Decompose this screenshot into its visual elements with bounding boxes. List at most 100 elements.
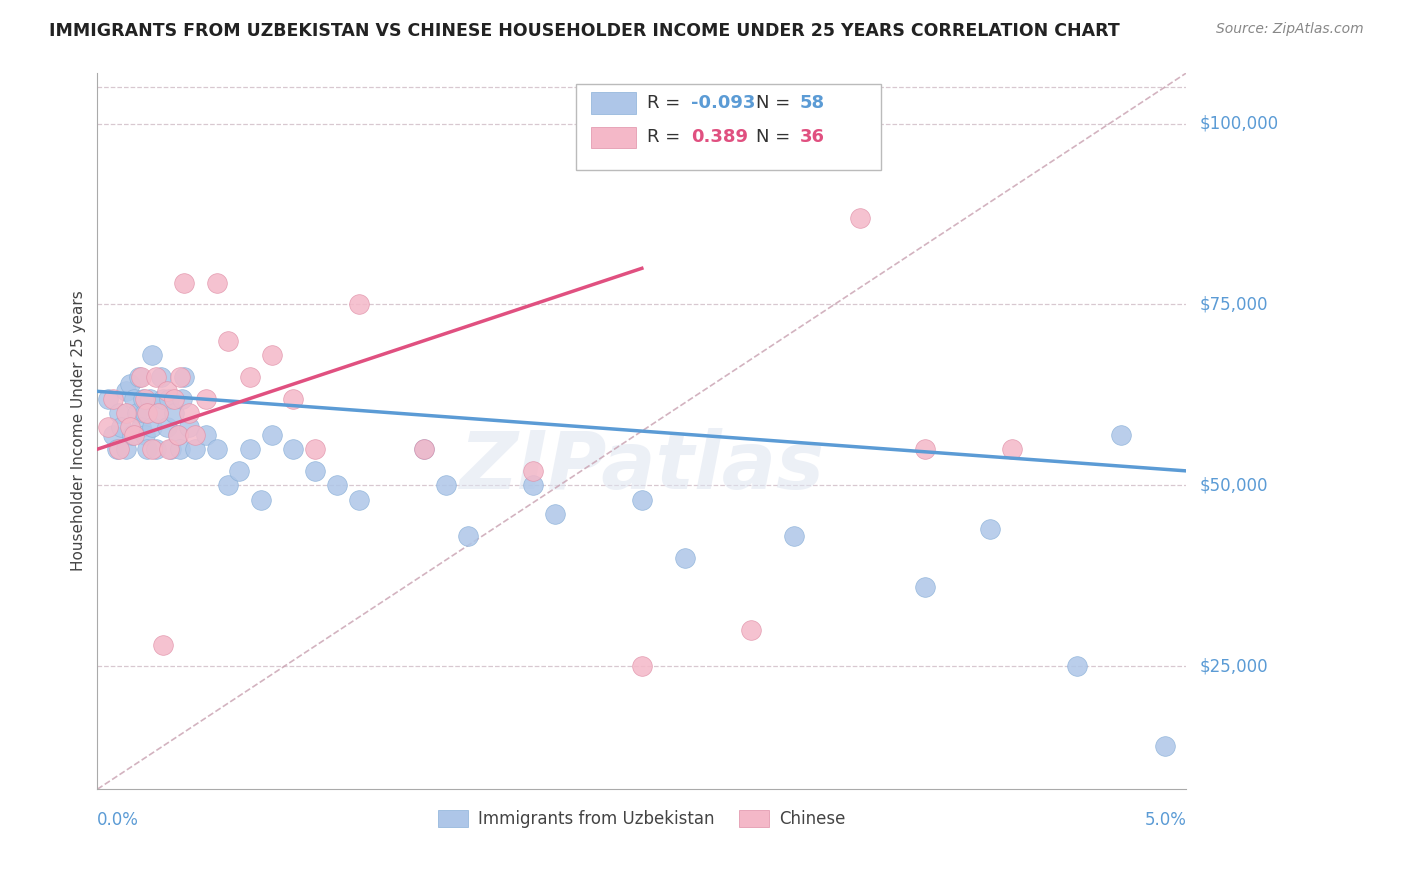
Point: [118, 420, 141, 434]
Point: [1001, 442, 1024, 457]
Point: [167, 427, 190, 442]
Point: [108, 406, 131, 420]
FancyBboxPatch shape: [576, 84, 882, 169]
Point: [1153, 739, 1175, 753]
Point: [114, 442, 136, 457]
Text: R =: R =: [647, 94, 686, 112]
Point: [148, 406, 170, 420]
Point: [347, 492, 370, 507]
Point: [124, 392, 146, 406]
Point: [205, 276, 228, 290]
Point: [304, 442, 326, 457]
Y-axis label: Householder Income Under 25 years: Householder Income Under 25 years: [72, 291, 86, 572]
Point: [177, 420, 200, 434]
Point: [136, 442, 159, 457]
Point: [162, 392, 184, 406]
Text: ZIPatlas: ZIPatlas: [460, 428, 824, 506]
Point: [169, 369, 191, 384]
Point: [283, 392, 305, 406]
Point: [101, 427, 124, 442]
Point: [141, 348, 163, 362]
Point: [249, 492, 271, 507]
Text: $100,000: $100,000: [1199, 115, 1278, 133]
Text: 36: 36: [800, 128, 825, 146]
Text: R =: R =: [647, 128, 692, 146]
Text: IMMIGRANTS FROM UZBEKISTAN VS CHINESE HOUSEHOLDER INCOME UNDER 25 YEARS CORRELAT: IMMIGRANTS FROM UZBEKISTAN VS CHINESE HO…: [49, 22, 1121, 40]
Point: [228, 464, 250, 478]
Point: [283, 442, 305, 457]
Legend: Immigrants from Uzbekistan, Chinese: Immigrants from Uzbekistan, Chinese: [432, 803, 852, 835]
FancyBboxPatch shape: [591, 92, 637, 114]
Point: [152, 392, 174, 406]
Point: [136, 406, 159, 420]
Text: 5.0%: 5.0%: [1144, 811, 1187, 829]
Point: [121, 427, 143, 442]
Point: [630, 492, 652, 507]
Point: [783, 529, 806, 543]
Point: [129, 369, 152, 384]
Point: [172, 392, 194, 406]
Point: [108, 442, 131, 457]
Point: [97, 392, 120, 406]
Point: [434, 478, 457, 492]
Text: 58: 58: [800, 94, 825, 112]
Text: -0.093: -0.093: [690, 94, 755, 112]
Point: [118, 377, 141, 392]
Point: [544, 508, 567, 522]
Text: 0.389: 0.389: [690, 128, 748, 146]
Point: [457, 529, 479, 543]
Point: [173, 276, 195, 290]
Point: [129, 420, 152, 434]
Point: [141, 442, 163, 457]
Point: [522, 478, 544, 492]
Point: [195, 392, 218, 406]
Point: [195, 427, 218, 442]
Point: [914, 580, 936, 594]
Point: [673, 550, 696, 565]
Point: [522, 464, 544, 478]
Point: [149, 369, 172, 384]
Point: [134, 392, 156, 406]
Point: [110, 420, 132, 434]
Point: [217, 478, 239, 492]
Point: [152, 638, 174, 652]
Text: $75,000: $75,000: [1199, 295, 1268, 313]
Point: [347, 297, 370, 311]
Point: [205, 442, 228, 457]
Point: [97, 420, 120, 434]
Point: [1066, 659, 1088, 673]
Point: [114, 384, 136, 399]
Text: $25,000: $25,000: [1199, 657, 1268, 675]
Point: [157, 392, 180, 406]
Point: [124, 427, 146, 442]
Point: [134, 406, 156, 420]
Point: [177, 406, 200, 420]
Point: [413, 442, 436, 457]
Point: [167, 427, 190, 442]
Point: [148, 406, 170, 420]
Point: [114, 406, 136, 420]
Point: [162, 406, 184, 420]
Point: [156, 420, 179, 434]
Point: [169, 442, 191, 457]
Point: [740, 623, 762, 637]
Text: Source: ZipAtlas.com: Source: ZipAtlas.com: [1216, 22, 1364, 37]
Point: [260, 348, 283, 362]
Text: N =: N =: [756, 128, 796, 146]
Text: $50,000: $50,000: [1199, 476, 1268, 494]
Point: [145, 369, 167, 384]
Point: [128, 369, 150, 384]
Point: [1109, 427, 1132, 442]
Point: [101, 392, 124, 406]
Point: [239, 442, 262, 457]
Point: [239, 369, 262, 384]
Point: [848, 211, 870, 225]
Text: 0.0%: 0.0%: [97, 811, 139, 829]
Point: [173, 369, 195, 384]
Point: [138, 392, 160, 406]
Point: [630, 659, 652, 673]
Point: [105, 442, 128, 457]
Point: [132, 392, 155, 406]
Point: [145, 442, 167, 457]
Point: [125, 406, 148, 420]
